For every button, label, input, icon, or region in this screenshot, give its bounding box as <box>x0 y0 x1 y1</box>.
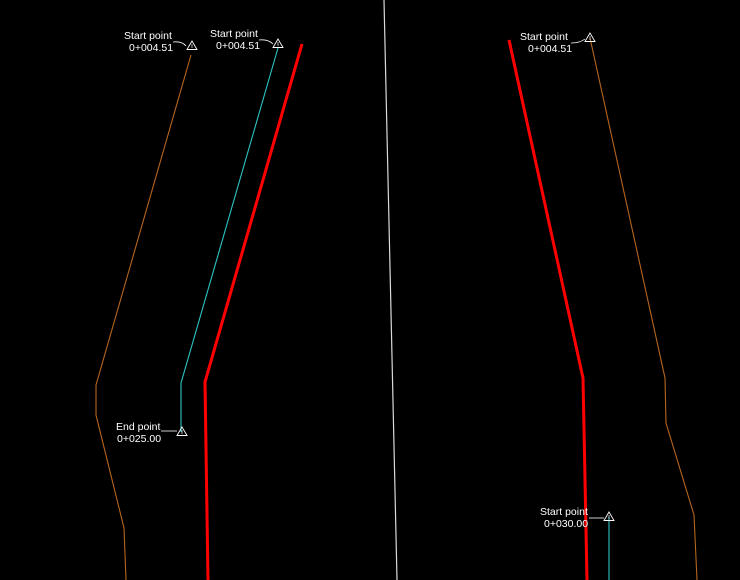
left-edge-of-pavement[interactable] <box>203 43 304 580</box>
right-grading-line[interactable] <box>589 37 698 580</box>
triangle-marker-icon <box>272 38 284 48</box>
annotation-leader <box>570 38 586 44</box>
annotation-station: 0+030.00 <box>544 518 588 530</box>
annotation-station: 0+004.51 <box>216 40 260 52</box>
left-grading-line[interactable] <box>95 54 192 580</box>
start-point-annotation-right-top[interactable]: Start point 0+004.51 <box>520 31 596 55</box>
annotation-leader <box>172 41 187 47</box>
end-point-annotation-left[interactable]: End point 0+025.00 <box>116 421 188 445</box>
annotation-title: Start point <box>520 31 568 43</box>
right-edge-of-pavement[interactable] <box>507 39 589 580</box>
triangle-marker-icon <box>584 32 596 42</box>
annotation-title: End point <box>116 421 160 433</box>
triangle-marker-icon <box>603 511 615 521</box>
annotation-station: 0+004.51 <box>528 43 572 55</box>
annotation-station: 0+025.00 <box>117 433 161 445</box>
triangle-marker-icon <box>176 426 188 436</box>
annotation-station: 0+004.51 <box>129 42 173 54</box>
start-point-annotation-left-outer[interactable]: Start point 0+004.51 <box>124 30 198 54</box>
triangle-marker-icon <box>186 40 198 50</box>
left-offset-line[interactable] <box>180 47 279 432</box>
annotation-leader <box>258 39 274 45</box>
annotation-title: Start point <box>540 506 588 518</box>
centerline[interactable] <box>383 0 398 580</box>
start-point-annotation-left-inner[interactable]: Start point 0+004.51 <box>210 28 284 52</box>
annotation-title: Start point <box>124 30 172 42</box>
annotation-title: Start point <box>210 28 258 40</box>
start-point-annotation-right-bottom[interactable]: Start point 0+030.00 <box>540 506 615 530</box>
